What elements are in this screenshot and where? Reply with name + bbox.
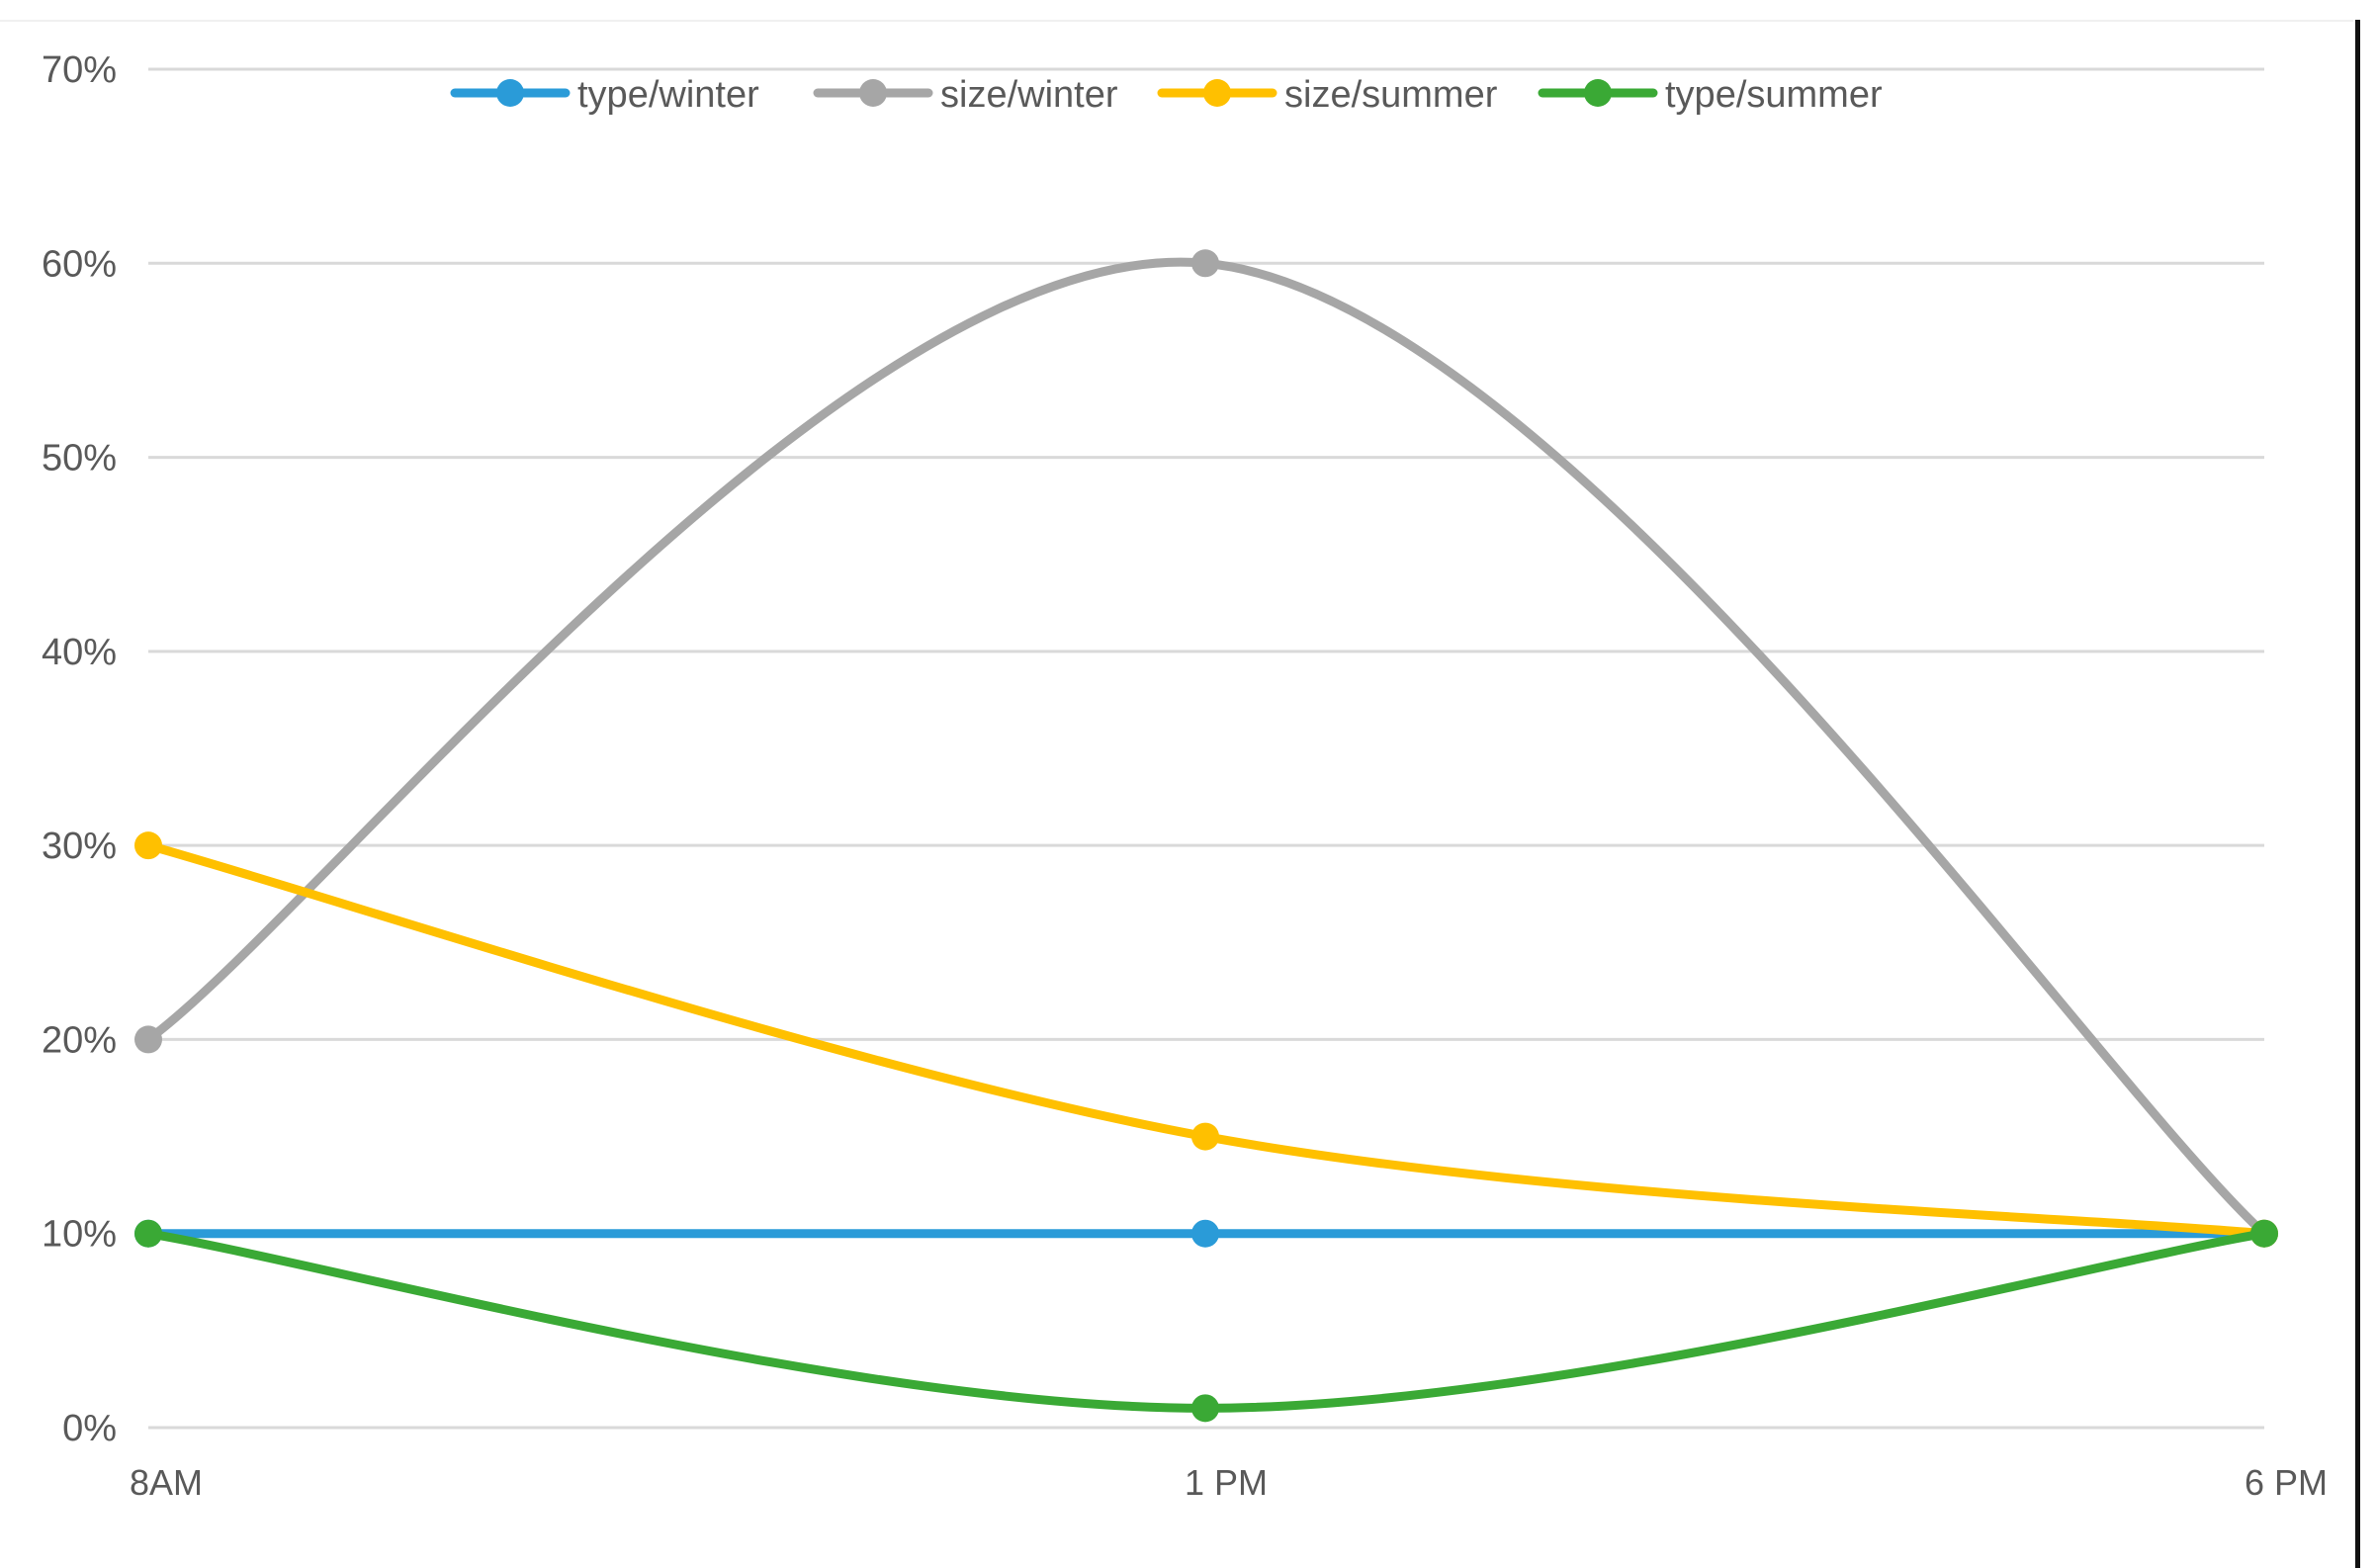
series-line-size-winter — [143, 257, 2269, 1239]
y-tick-label: 70% — [42, 49, 117, 91]
series-lines — [134, 249, 2278, 1423]
legend-marker-size-summer — [1203, 79, 1231, 107]
legend-marker-type-summer — [1584, 79, 1612, 107]
y-tick-label: 40% — [42, 632, 117, 673]
y-tick-label: 60% — [42, 243, 117, 285]
x-tick-label: 1 PM — [1185, 1462, 1268, 1503]
y-tick-label: 0% — [62, 1408, 117, 1449]
legend-marker-type-winter — [496, 79, 524, 107]
data-point-size-winter — [1191, 249, 1219, 278]
frame-top-border — [0, 20, 2353, 22]
legend-label-size-summer: size/summer — [1284, 74, 1498, 116]
data-point-type-summer — [134, 1219, 162, 1248]
legend-marker-size-winter — [859, 79, 887, 107]
y-axis-tick-labels: 0% 10% 20% 30% 40% 50% 60% 70% — [42, 49, 117, 1449]
y-tick-label: 50% — [42, 438, 117, 479]
legend-label-type-winter: type/winter — [577, 74, 759, 116]
y-tick-label: 30% — [42, 826, 117, 867]
y-tick-label: 10% — [42, 1214, 117, 1256]
y-tick-label: 20% — [42, 1019, 117, 1061]
data-point-type-summer — [2250, 1219, 2278, 1248]
frame-right-border — [2355, 20, 2360, 1568]
legend-label-size-winter: size/winter — [940, 74, 1118, 116]
legend-label-type-summer: type/summer — [1665, 74, 1883, 116]
x-tick-label: 6 PM — [2245, 1462, 2328, 1503]
data-point-size-summer — [1191, 1122, 1219, 1151]
x-tick-label: 8AM — [130, 1462, 203, 1503]
series-line-type-summer — [143, 1229, 2269, 1413]
data-point-size-winter — [134, 1025, 162, 1054]
x-axis-tick-labels: 8AM 1 PM 6 PM — [130, 1462, 2328, 1503]
data-point-size-summer — [134, 831, 162, 860]
data-point-type-winter — [1191, 1219, 1219, 1248]
legend: type/winter size/winter size/summer type/su… — [450, 74, 1883, 116]
data-point-type-summer — [1191, 1394, 1219, 1423]
